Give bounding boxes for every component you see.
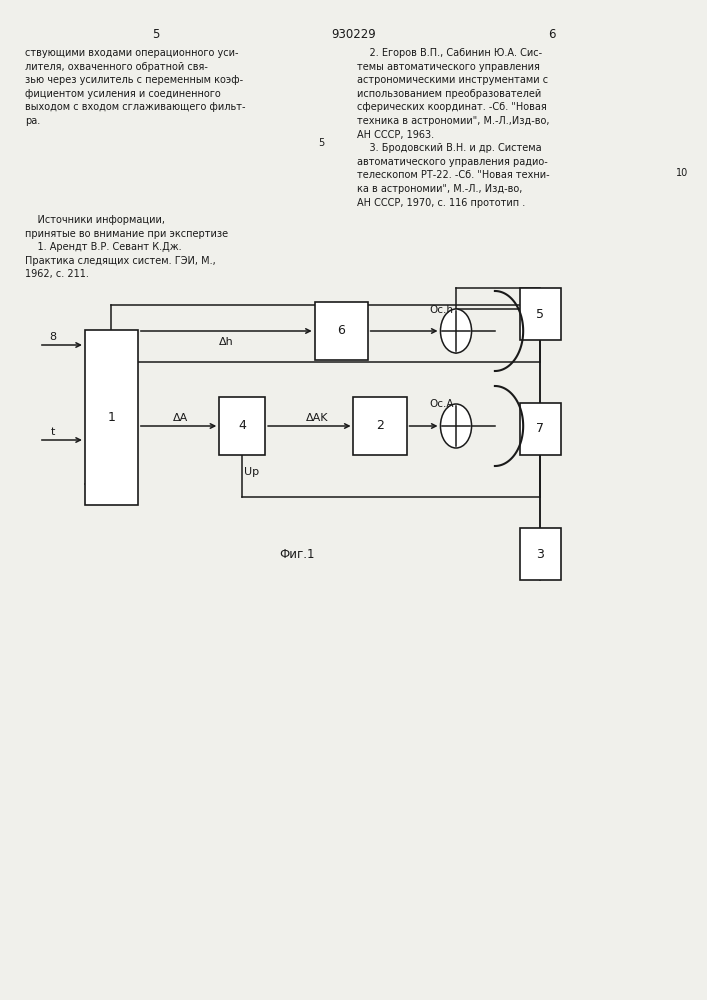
- Text: t: t: [51, 427, 55, 437]
- Text: 5: 5: [152, 28, 159, 41]
- Text: 8: 8: [49, 332, 57, 342]
- Text: ΔA: ΔA: [173, 413, 188, 423]
- Circle shape: [440, 404, 472, 448]
- Text: 4: 4: [238, 419, 246, 432]
- Bar: [520, 403, 561, 455]
- Bar: [85, 330, 138, 505]
- Text: 930229: 930229: [331, 28, 376, 41]
- Text: 7: 7: [536, 422, 544, 435]
- Bar: [219, 397, 265, 455]
- Text: ствующими входами операционного уси-
лителя, охваченного обратной свя-
зью через: ствующими входами операционного уси- лит…: [25, 48, 245, 126]
- Bar: [520, 528, 561, 580]
- Text: 3: 3: [536, 548, 544, 560]
- Bar: [520, 288, 561, 340]
- Text: ΔAK: ΔAK: [305, 413, 328, 423]
- Text: 1: 1: [107, 411, 115, 424]
- Text: 5: 5: [319, 138, 325, 148]
- Text: Фиг.1: Фиг.1: [279, 548, 315, 562]
- Bar: [315, 302, 368, 360]
- Text: 2. Егоров В.П., Сабинин Ю.А. Сис-
темы автоматического управления
астрономически: 2. Егоров В.П., Сабинин Ю.А. Сис- темы а…: [357, 48, 549, 208]
- Text: 6: 6: [337, 324, 345, 338]
- Text: Δh: Δh: [219, 337, 233, 347]
- Text: Ос.А: Ос.А: [429, 399, 453, 409]
- Text: Источники информации,
принятые во внимание при экспертизе
    1. Арендт В.Р. Сев: Источники информации, принятые во вниман…: [25, 215, 228, 279]
- Text: Ос.h: Ос.h: [429, 305, 453, 315]
- Text: Up: Up: [244, 467, 259, 477]
- Text: 2: 2: [376, 419, 384, 432]
- Text: 10: 10: [676, 168, 689, 178]
- Bar: [354, 397, 407, 455]
- Text: 6: 6: [548, 28, 555, 41]
- Circle shape: [440, 309, 472, 353]
- Text: 5: 5: [536, 308, 544, 320]
